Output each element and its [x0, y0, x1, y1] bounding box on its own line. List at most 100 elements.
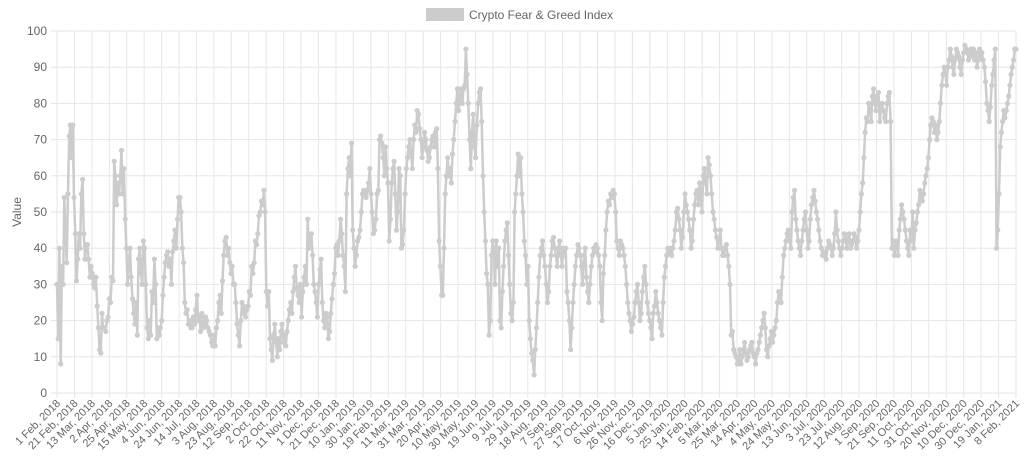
data-point[interactable]: [846, 231, 852, 237]
data-point[interactable]: [538, 245, 545, 251]
data-point[interactable]: [522, 252, 529, 258]
data-point[interactable]: [594, 245, 601, 251]
data-point[interactable]: [292, 263, 299, 269]
data-point[interactable]: [435, 166, 441, 172]
data-point[interactable]: [162, 260, 168, 266]
data-point[interactable]: [906, 252, 912, 258]
data-point[interactable]: [990, 71, 996, 77]
data-point[interactable]: [308, 231, 314, 237]
data-point[interactable]: [346, 155, 352, 161]
data-point[interactable]: [156, 332, 162, 338]
data-point[interactable]: [642, 263, 648, 269]
data-point[interactable]: [611, 191, 618, 197]
data-point[interactable]: [773, 318, 779, 324]
data-point[interactable]: [790, 194, 796, 201]
data-point[interactable]: [969, 53, 975, 59]
data-point[interactable]: [166, 263, 172, 269]
data-point[interactable]: [144, 325, 150, 331]
data-point[interactable]: [753, 361, 759, 367]
data-point[interactable]: [544, 299, 551, 306]
data-point[interactable]: [412, 122, 418, 128]
data-point[interactable]: [502, 238, 508, 244]
data-point[interactable]: [501, 263, 507, 269]
data-point[interactable]: [411, 137, 417, 143]
data-point[interactable]: [339, 231, 345, 237]
data-point[interactable]: [543, 281, 549, 287]
data-point[interactable]: [272, 321, 278, 327]
data-point[interactable]: [76, 231, 82, 237]
data-point[interactable]: [710, 209, 716, 215]
data-point[interactable]: [95, 325, 101, 331]
data-point[interactable]: [509, 318, 515, 324]
data-point[interactable]: [598, 299, 604, 306]
data-point[interactable]: [245, 303, 251, 309]
data-point[interactable]: [69, 155, 75, 161]
data-point[interactable]: [116, 191, 122, 197]
data-point[interactable]: [426, 155, 432, 161]
data-point[interactable]: [555, 245, 562, 251]
data-point[interactable]: [143, 281, 149, 287]
data-point[interactable]: [546, 289, 552, 295]
data-point[interactable]: [268, 347, 274, 353]
data-point[interactable]: [275, 336, 282, 342]
data-point[interactable]: [306, 245, 312, 251]
data-point[interactable]: [487, 318, 493, 324]
data-point[interactable]: [763, 347, 770, 353]
data-point[interactable]: [801, 216, 807, 222]
data-point[interactable]: [284, 328, 290, 335]
data-point[interactable]: [886, 89, 893, 96]
data-point[interactable]: [564, 289, 570, 295]
data-point[interactable]: [445, 155, 451, 161]
data-point[interactable]: [587, 281, 593, 287]
data-point[interactable]: [396, 166, 402, 172]
data-point[interactable]: [403, 166, 409, 172]
data-point[interactable]: [294, 285, 300, 291]
data-point[interactable]: [979, 50, 985, 56]
data-point[interactable]: [760, 318, 766, 324]
data-point[interactable]: [900, 209, 906, 215]
data-point[interactable]: [542, 263, 548, 269]
data-point[interactable]: [934, 137, 940, 143]
data-point[interactable]: [434, 126, 440, 132]
data-point[interactable]: [749, 339, 755, 345]
data-point[interactable]: [60, 281, 66, 287]
data-point[interactable]: [616, 252, 622, 258]
data-point[interactable]: [213, 325, 219, 331]
data-point[interactable]: [103, 328, 109, 335]
data-point[interactable]: [115, 180, 121, 186]
data-point[interactable]: [519, 191, 525, 197]
data-point[interactable]: [56, 245, 63, 251]
data-point[interactable]: [211, 332, 217, 338]
data-point[interactable]: [471, 144, 477, 150]
data-point[interactable]: [677, 227, 683, 233]
data-point[interactable]: [570, 299, 576, 306]
data-point[interactable]: [449, 151, 456, 157]
data-point[interactable]: [908, 238, 914, 244]
data-point[interactable]: [705, 155, 711, 161]
data-point[interactable]: [470, 111, 476, 117]
data-point[interactable]: [660, 299, 666, 306]
data-point[interactable]: [835, 238, 841, 244]
data-point[interactable]: [485, 281, 491, 287]
data-point[interactable]: [698, 191, 704, 197]
data-point[interactable]: [683, 202, 689, 208]
data-point[interactable]: [172, 227, 178, 233]
data-point[interactable]: [473, 155, 479, 161]
data-point[interactable]: [604, 209, 610, 215]
data-point[interactable]: [417, 126, 423, 132]
data-point[interactable]: [504, 220, 510, 226]
data-point[interactable]: [436, 238, 442, 244]
data-point[interactable]: [1013, 46, 1019, 52]
data-point[interactable]: [369, 209, 375, 215]
data-point[interactable]: [413, 129, 419, 135]
data-point[interactable]: [892, 245, 899, 251]
data-point[interactable]: [475, 100, 481, 106]
data-point[interactable]: [451, 137, 457, 143]
data-point[interactable]: [615, 245, 621, 251]
data-point[interactable]: [409, 166, 415, 172]
data-point[interactable]: [212, 343, 218, 349]
data-point[interactable]: [843, 234, 849, 240]
data-point[interactable]: [157, 325, 163, 331]
data-point[interactable]: [813, 209, 820, 215]
data-point[interactable]: [290, 289, 296, 295]
